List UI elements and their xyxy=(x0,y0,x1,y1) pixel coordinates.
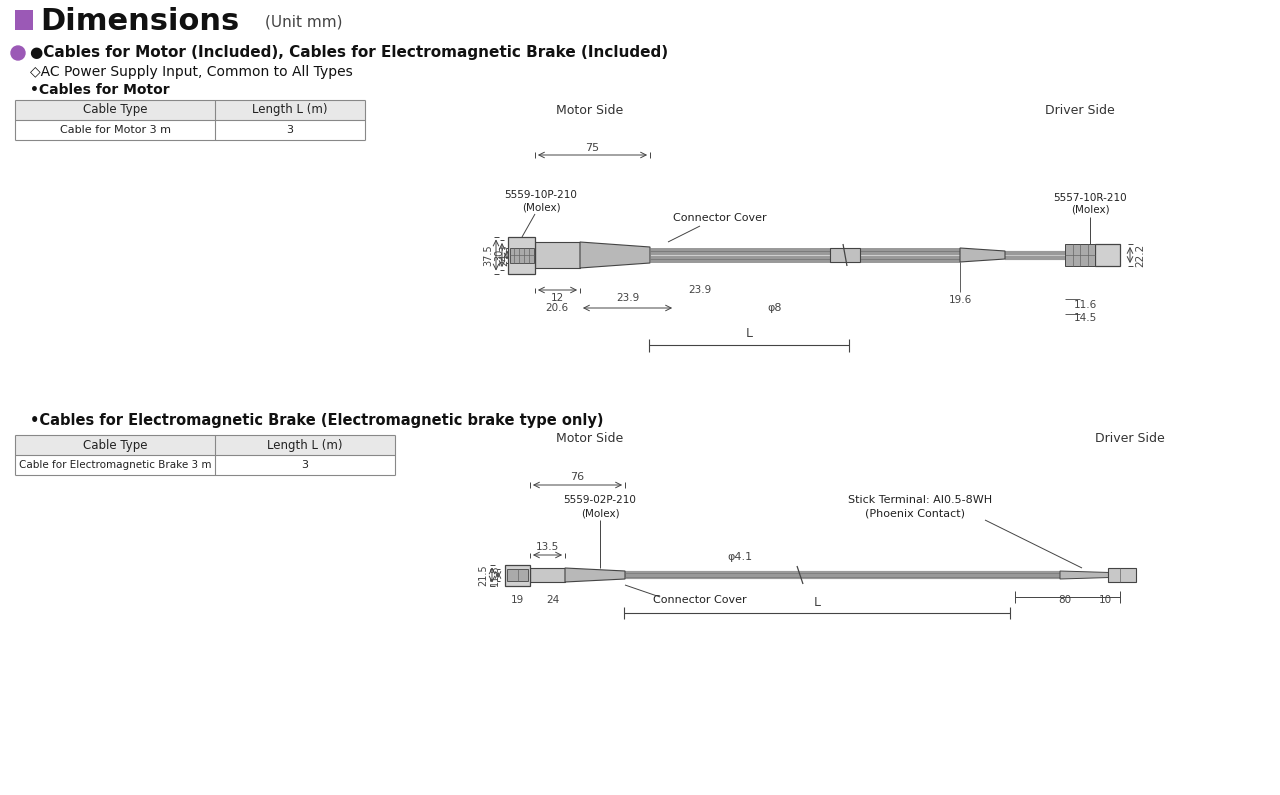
Text: 24.3: 24.3 xyxy=(499,244,509,266)
Text: φ8: φ8 xyxy=(768,303,782,313)
Text: 30: 30 xyxy=(494,249,504,261)
Bar xyxy=(1094,244,1120,266)
Text: Driver Side: Driver Side xyxy=(1046,103,1115,117)
Text: Connector Cover: Connector Cover xyxy=(653,595,746,605)
Text: Length L (m): Length L (m) xyxy=(252,103,328,117)
Text: Length L (m): Length L (m) xyxy=(268,439,343,452)
Text: Driver Side: Driver Side xyxy=(1096,432,1165,444)
Text: 22.2: 22.2 xyxy=(1135,243,1146,266)
Text: (Molex): (Molex) xyxy=(522,202,561,212)
Text: Motor Side: Motor Side xyxy=(557,103,623,117)
Text: Cable Type: Cable Type xyxy=(83,103,147,117)
Text: ●Cables for Motor (Included), Cables for Electromagnetic Brake (Included): ●Cables for Motor (Included), Cables for… xyxy=(29,45,668,60)
Bar xyxy=(829,248,860,262)
Text: 11.8: 11.8 xyxy=(490,564,500,586)
Text: 23.9: 23.9 xyxy=(616,293,639,303)
Text: Cable for Electromagnetic Brake 3 m: Cable for Electromagnetic Brake 3 m xyxy=(19,460,211,470)
Text: (Unit mm): (Unit mm) xyxy=(265,14,343,29)
Text: 23.9: 23.9 xyxy=(689,285,712,295)
Text: (Phoenix Contact): (Phoenix Contact) xyxy=(865,508,965,518)
Text: φ4.1: φ4.1 xyxy=(727,552,753,562)
Text: 5559-02P-210: 5559-02P-210 xyxy=(563,495,636,505)
Circle shape xyxy=(12,46,26,60)
Bar xyxy=(509,247,534,262)
Text: 21.5: 21.5 xyxy=(477,564,488,586)
Bar xyxy=(15,100,365,120)
Text: Cable for Motor 3 m: Cable for Motor 3 m xyxy=(59,125,170,135)
Text: Cable Type: Cable Type xyxy=(83,439,147,452)
Text: •Cables for Electromagnetic Brake (Electromagnetic brake type only): •Cables for Electromagnetic Brake (Elect… xyxy=(29,413,603,428)
Polygon shape xyxy=(960,248,1005,262)
Text: 3: 3 xyxy=(302,460,308,470)
Text: Dimensions: Dimensions xyxy=(40,7,239,37)
Text: L: L xyxy=(745,327,753,340)
Text: ◇AC Power Supply Input, Common to All Types: ◇AC Power Supply Input, Common to All Ty… xyxy=(29,65,353,79)
Bar xyxy=(15,10,33,30)
Text: 76: 76 xyxy=(571,472,585,482)
Text: 37.5: 37.5 xyxy=(483,244,493,266)
Bar xyxy=(507,569,529,581)
Text: 13.5: 13.5 xyxy=(536,542,559,552)
Bar xyxy=(530,568,564,582)
Text: 80: 80 xyxy=(1059,595,1071,605)
Polygon shape xyxy=(1060,571,1110,579)
Text: 5559-10P-210: 5559-10P-210 xyxy=(504,190,577,200)
Text: 14.5: 14.5 xyxy=(1074,313,1097,323)
Text: 20.6: 20.6 xyxy=(545,303,568,313)
Text: 12: 12 xyxy=(550,293,564,303)
Bar xyxy=(1065,244,1094,266)
Bar xyxy=(508,236,535,273)
Text: Motor Side: Motor Side xyxy=(557,432,623,444)
Text: 10: 10 xyxy=(1098,595,1111,605)
Polygon shape xyxy=(564,568,625,582)
Text: 11.6: 11.6 xyxy=(1074,300,1097,310)
Text: 75: 75 xyxy=(585,143,599,153)
Text: 3: 3 xyxy=(287,125,293,135)
Text: (Molex): (Molex) xyxy=(1070,205,1110,215)
Text: 24: 24 xyxy=(547,595,559,605)
Bar xyxy=(535,242,580,268)
Text: Stick Terminal: AI0.5-8WH: Stick Terminal: AI0.5-8WH xyxy=(847,495,992,505)
Text: L: L xyxy=(814,596,820,609)
Text: (Molex): (Molex) xyxy=(581,508,620,518)
Text: •Cables for Motor: •Cables for Motor xyxy=(29,83,170,97)
Bar xyxy=(1108,568,1137,582)
Text: 5557-10R-210: 5557-10R-210 xyxy=(1053,193,1126,203)
Bar xyxy=(506,564,530,585)
Text: 19.6: 19.6 xyxy=(948,295,972,305)
Polygon shape xyxy=(580,242,650,268)
Text: 19: 19 xyxy=(511,595,524,605)
Text: Connector Cover: Connector Cover xyxy=(673,213,767,223)
Bar xyxy=(15,435,396,455)
